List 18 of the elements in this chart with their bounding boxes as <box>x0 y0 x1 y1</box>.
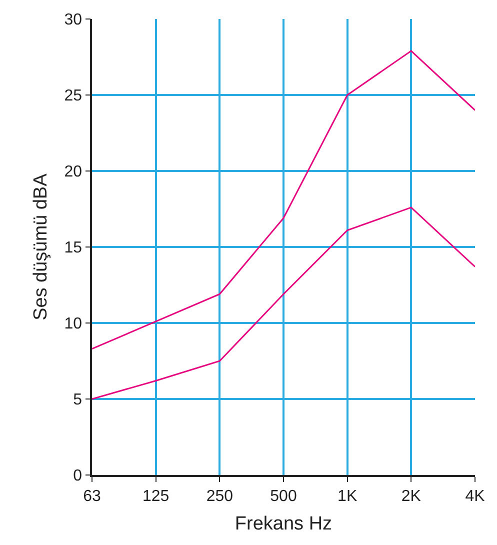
x-axis-title: Frekans Hz <box>234 513 332 534</box>
y-tick-label: 15 <box>64 240 82 257</box>
y-tick-label: 30 <box>64 12 82 29</box>
y-tick-label: 0 <box>73 468 82 485</box>
y-axis-title: Ses düşümü dBA <box>30 173 52 320</box>
x-tick-label: 4K <box>465 488 486 505</box>
y-tick-label: 5 <box>73 392 82 409</box>
x-tick-label: 63 <box>83 488 101 505</box>
x-tick-label: 1K <box>338 488 358 505</box>
line-series <box>92 206 475 400</box>
x-tick-label: 125 <box>142 488 170 505</box>
x-tick-label: 500 <box>270 488 297 505</box>
x-tick-label: 250 <box>206 488 234 505</box>
line-series <box>92 50 475 350</box>
y-tick-label: 10 <box>64 316 82 333</box>
y-tick-label: 20 <box>64 164 82 181</box>
x-tick-label: 2K <box>401 488 422 505</box>
y-tick-label: 25 <box>64 88 82 105</box>
